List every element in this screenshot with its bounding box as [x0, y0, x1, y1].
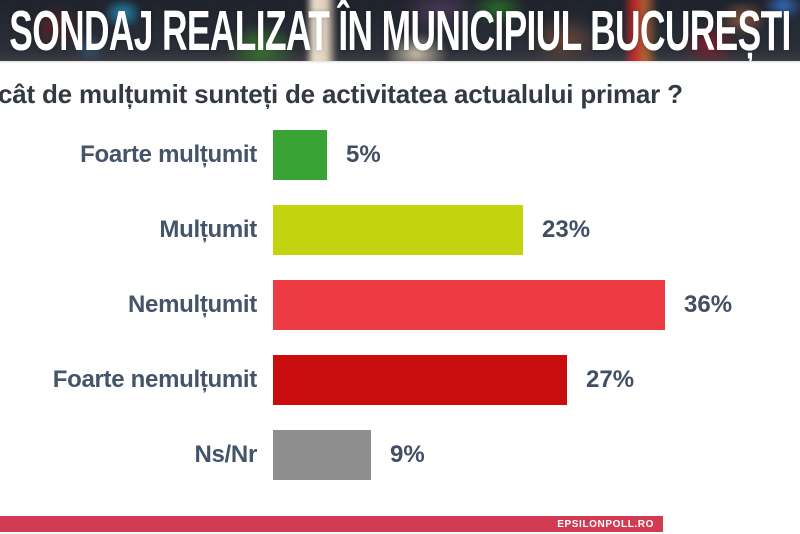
bar-multumit	[273, 205, 523, 255]
chart-row: Foarte nemulțumit 27%	[0, 355, 800, 405]
bar-foarte-nemultumit	[273, 355, 567, 405]
question-title: cât de mulțumit sunteți de activitatea a…	[0, 79, 683, 109]
category-label: Foarte mulțumit	[80, 141, 257, 168]
bar-nemultumit	[273, 280, 665, 330]
category-label: Ns/Nr	[194, 441, 257, 468]
value-label: 36%	[684, 291, 733, 318]
bar-ns-nr	[273, 430, 371, 480]
footer-band: EPSILONPOLL.RO	[0, 516, 663, 532]
city-photo-background	[0, 0, 800, 61]
category-label: Nemulțumit	[127, 291, 257, 318]
chart-row: Nemulțumit 36%	[0, 280, 800, 330]
brand-label: EPSILONPOLL.RO	[557, 518, 654, 530]
value-label: 5%	[346, 141, 381, 168]
value-label: 23%	[542, 216, 591, 243]
bar-chart: Foarte mulțumit 5% Mulțumit 23% Nemulțum…	[0, 130, 800, 480]
chart-row: Foarte mulțumit 5%	[0, 130, 800, 180]
value-label: 27%	[586, 366, 635, 393]
bar-foarte-multumit	[273, 130, 327, 180]
value-label: 9%	[390, 441, 425, 468]
chart-row: Mulțumit 23%	[0, 205, 800, 255]
header-banner: SONDAJ REALIZAT ÎN MUNICIPIUL BUCUREȘTI	[0, 0, 800, 61]
header-title: SONDAJ REALIZAT ÎN MUNICIPIUL BUCUREȘTI	[9, 0, 791, 61]
chart-row: Ns/Nr 9%	[0, 430, 800, 480]
category-label: Foarte nemulțumit	[52, 366, 258, 393]
category-label: Mulțumit	[159, 216, 257, 243]
